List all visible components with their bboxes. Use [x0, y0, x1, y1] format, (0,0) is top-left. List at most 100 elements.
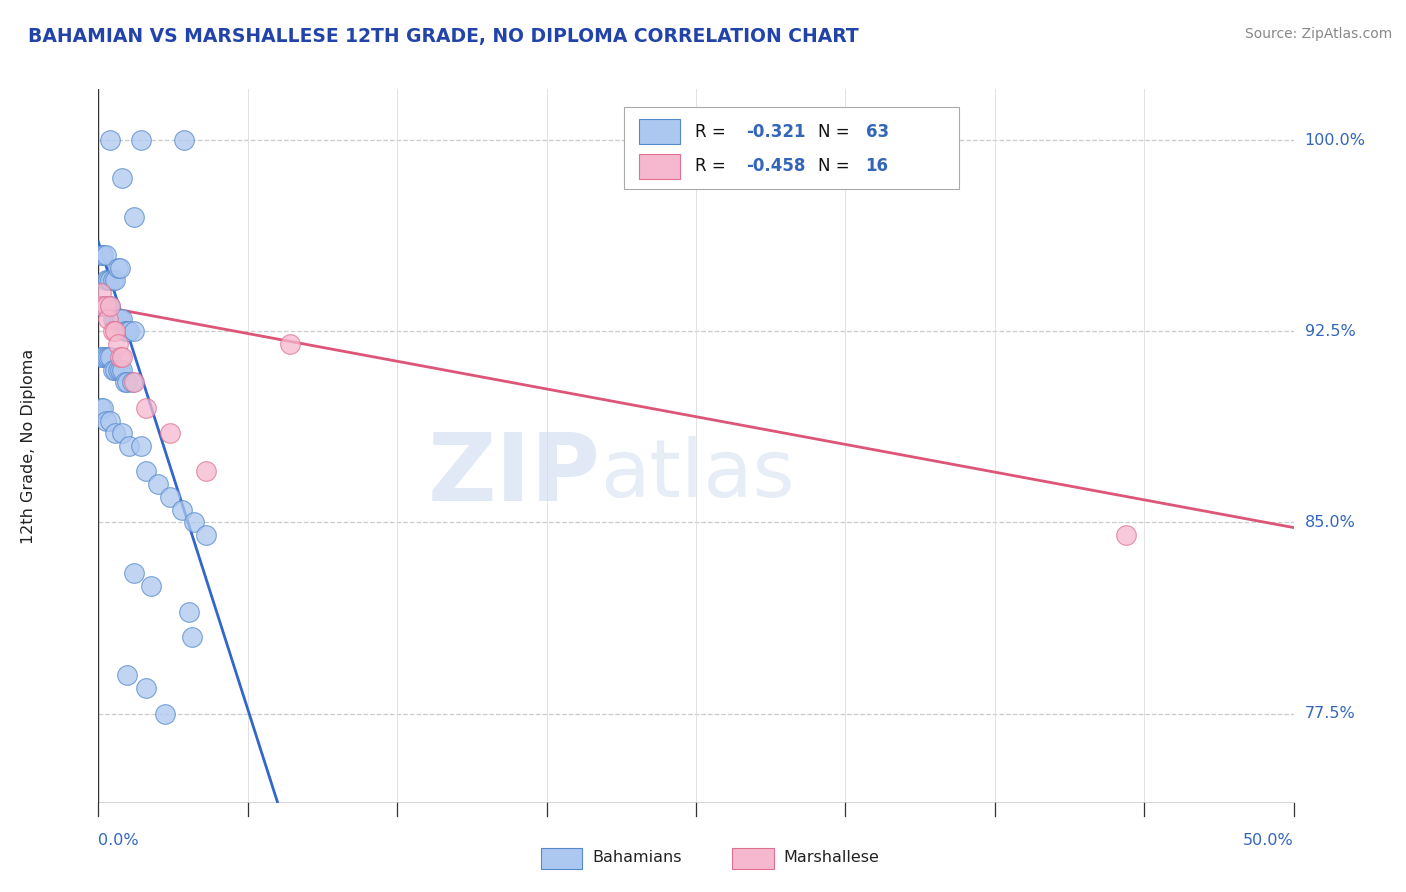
Text: atlas: atlas	[600, 435, 794, 514]
Point	[124, 566, 146, 581]
Point	[98, 299, 122, 313]
Point	[135, 681, 157, 695]
Text: Marshallese: Marshallese	[783, 850, 879, 865]
Point	[135, 401, 157, 415]
Text: 85.0%: 85.0%	[1305, 515, 1355, 530]
Text: N =: N =	[818, 123, 855, 141]
Point	[139, 579, 162, 593]
Text: R =: R =	[695, 123, 731, 141]
Point	[90, 299, 112, 313]
Point	[111, 311, 134, 326]
Point	[131, 439, 153, 453]
Point	[104, 324, 127, 338]
Point	[1115, 528, 1137, 542]
Bar	[638, 153, 681, 178]
Point	[94, 273, 117, 287]
Point	[94, 248, 117, 262]
Point	[101, 273, 124, 287]
Text: 92.5%: 92.5%	[1305, 324, 1355, 339]
Point	[104, 311, 127, 326]
Point	[124, 376, 146, 390]
Point	[180, 630, 202, 644]
Point	[159, 490, 181, 504]
Bar	[540, 847, 582, 869]
Point	[115, 324, 138, 338]
Point	[108, 362, 131, 376]
Point	[97, 299, 120, 313]
Point	[135, 465, 157, 479]
Point	[98, 350, 122, 364]
Point	[98, 273, 122, 287]
Point	[90, 350, 112, 364]
Point	[131, 133, 153, 147]
Point	[172, 502, 194, 516]
Text: Source: ZipAtlas.com: Source: ZipAtlas.com	[1244, 27, 1392, 41]
Point	[91, 401, 114, 415]
Point	[104, 362, 127, 376]
Point	[91, 350, 114, 364]
Point	[115, 376, 138, 390]
Point	[114, 324, 136, 338]
Point	[159, 426, 181, 441]
Point	[98, 413, 122, 427]
Point	[101, 324, 124, 338]
Point	[148, 477, 170, 491]
Point	[91, 299, 114, 313]
Point	[124, 210, 146, 224]
Point	[111, 171, 134, 186]
Point	[97, 273, 120, 287]
Text: 63: 63	[866, 123, 889, 141]
Point	[94, 299, 117, 313]
Point	[124, 324, 146, 338]
Text: 77.5%: 77.5%	[1305, 706, 1355, 721]
Point	[108, 311, 131, 326]
Text: -0.321: -0.321	[747, 123, 806, 141]
Text: N =: N =	[818, 157, 855, 175]
Point	[104, 273, 127, 287]
Point	[155, 706, 177, 721]
Text: 12th Grade, No Diploma: 12th Grade, No Diploma	[21, 349, 37, 543]
Text: 50.0%: 50.0%	[1243, 833, 1294, 848]
Point	[90, 286, 112, 301]
Point	[97, 350, 120, 364]
Point	[104, 426, 127, 441]
Point	[173, 133, 195, 147]
Point	[91, 299, 114, 313]
Point	[90, 248, 112, 262]
Point	[101, 362, 124, 376]
Point	[115, 668, 138, 682]
Point	[108, 350, 131, 364]
Text: BAHAMIAN VS MARSHALLESE 12TH GRADE, NO DIPLOMA CORRELATION CHART: BAHAMIAN VS MARSHALLESE 12TH GRADE, NO D…	[28, 27, 859, 45]
Bar	[638, 120, 681, 145]
Text: ZIP: ZIP	[427, 428, 600, 521]
Text: Bahamians: Bahamians	[592, 850, 682, 865]
Point	[97, 311, 120, 326]
Point	[121, 376, 143, 390]
Text: 0.0%: 0.0%	[98, 833, 139, 848]
FancyBboxPatch shape	[624, 107, 959, 189]
Point	[98, 299, 122, 313]
Point	[94, 413, 117, 427]
Point	[278, 337, 301, 351]
Point	[107, 260, 129, 275]
Point	[183, 516, 205, 530]
Point	[90, 401, 112, 415]
Point	[111, 350, 134, 364]
Point	[98, 133, 122, 147]
Point	[91, 248, 114, 262]
Point	[94, 299, 117, 313]
Point	[107, 337, 129, 351]
Point	[101, 311, 124, 326]
Point	[114, 376, 136, 390]
Point	[118, 324, 141, 338]
Point	[194, 528, 217, 542]
Point	[94, 350, 117, 364]
Text: 16: 16	[866, 157, 889, 175]
Text: 100.0%: 100.0%	[1305, 133, 1365, 148]
Point	[118, 439, 141, 453]
Point	[108, 260, 131, 275]
Point	[107, 311, 129, 326]
Text: -0.458: -0.458	[747, 157, 806, 175]
Text: R =: R =	[695, 157, 731, 175]
Point	[107, 362, 129, 376]
